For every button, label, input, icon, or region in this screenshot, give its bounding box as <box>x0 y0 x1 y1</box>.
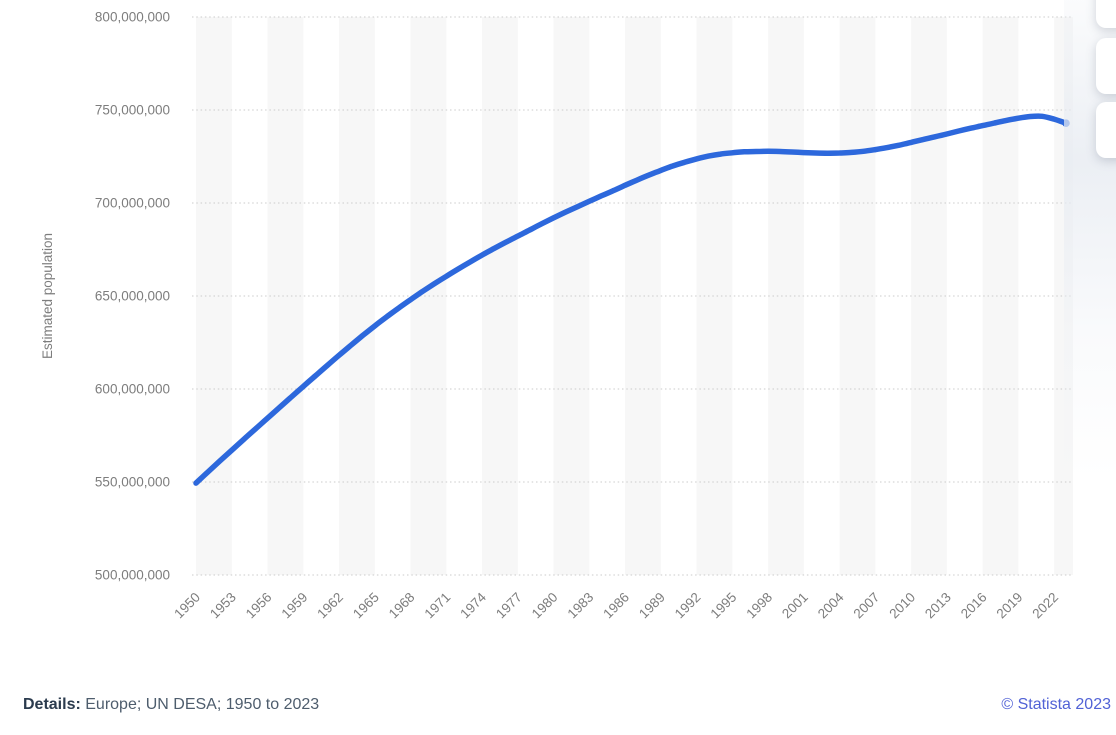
svg-text:2010: 2010 <box>886 590 918 622</box>
svg-text:1983: 1983 <box>565 590 597 622</box>
series-end-marker <box>1062 119 1070 127</box>
svg-text:750,000,000: 750,000,000 <box>95 103 170 118</box>
svg-text:2022: 2022 <box>1029 590 1061 622</box>
svg-text:600,000,000: 600,000,000 <box>95 382 170 397</box>
x-axis-tick-labels: 1950 1953 1956 1959 1962 1965 1968 1971 1974 1977… <box>171 589 1061 621</box>
svg-text:2013: 2013 <box>922 590 954 622</box>
svg-text:2007: 2007 <box>851 590 883 622</box>
chart-action-button-1[interactable] <box>1096 0 1116 28</box>
svg-text:650,000,000: 650,000,000 <box>95 289 170 304</box>
svg-text:1995: 1995 <box>708 590 740 622</box>
chart-action-button-3[interactable] <box>1096 102 1116 158</box>
svg-text:1968: 1968 <box>386 590 418 622</box>
svg-text:500,000,000: 500,000,000 <box>95 568 170 583</box>
chart-canvas: 500,000,000 550,000,000 600,000,000 650,000… <box>40 10 1073 621</box>
svg-text:2001: 2001 <box>779 590 811 622</box>
svg-text:1956: 1956 <box>243 590 275 622</box>
svg-text:1953: 1953 <box>207 590 239 622</box>
svg-text:1950: 1950 <box>171 590 203 622</box>
svg-text:1974: 1974 <box>457 589 489 621</box>
details-text: Europe; UN DESA; 1950 to 2023 <box>80 696 320 713</box>
svg-text:1977: 1977 <box>493 590 525 622</box>
svg-text:1986: 1986 <box>600 590 632 622</box>
svg-text:1965: 1965 <box>350 590 382 622</box>
y-axis-tick-labels: 500,000,000 550,000,000 600,000,000 650,000… <box>95 10 170 583</box>
svg-text:550,000,000: 550,000,000 <box>95 475 170 490</box>
svg-text:1971: 1971 <box>422 590 454 622</box>
svg-text:2016: 2016 <box>958 590 990 622</box>
details-label: Details: <box>23 696 81 713</box>
svg-text:1962: 1962 <box>314 590 346 622</box>
svg-text:1980: 1980 <box>529 590 561 622</box>
chart-details: Details: Europe; UN DESA; 1950 to 2023 <box>23 694 319 716</box>
population-line-chart: 500,000,000 550,000,000 600,000,000 650,000… <box>40 0 1116 622</box>
gridlines <box>192 16 1073 576</box>
svg-text:2019: 2019 <box>994 590 1026 622</box>
svg-text:1989: 1989 <box>636 590 668 622</box>
chart-footer: Details: Europe; UN DESA; 1950 to 2023 ©… <box>0 694 1116 718</box>
svg-text:700,000,000: 700,000,000 <box>95 196 170 211</box>
svg-text:800,000,000: 800,000,000 <box>95 10 170 25</box>
population-line-series[interactable] <box>193 113 1069 486</box>
chart-action-button-2[interactable] <box>1096 38 1116 94</box>
svg-text:1959: 1959 <box>279 590 311 622</box>
y-axis-label: Estimated population <box>40 233 55 359</box>
svg-text:2004: 2004 <box>815 589 847 621</box>
statista-copyright-link[interactable]: © Statista 2023 <box>1001 696 1111 713</box>
svg-text:1992: 1992 <box>672 590 704 622</box>
svg-text:1998: 1998 <box>743 590 775 622</box>
